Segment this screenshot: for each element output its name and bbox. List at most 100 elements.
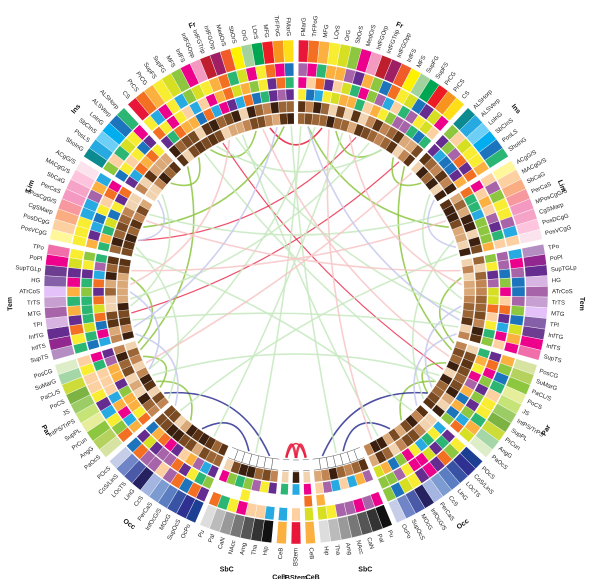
region-color-cell[interactable] — [524, 264, 548, 278]
region-color-cell[interactable] — [290, 521, 302, 545]
connection-edge — [399, 380, 436, 421]
heat-ring-cell — [297, 112, 306, 125]
region-label: PosCG — [33, 368, 54, 380]
region-label: Pal — [376, 533, 384, 543]
region-label: Tha — [333, 544, 341, 556]
edge-layer — [129, 126, 463, 459]
connection-edge — [145, 172, 413, 364]
lobe-separator — [107, 402, 174, 463]
connection-edge — [391, 157, 422, 187]
connection-edge — [142, 355, 168, 388]
region-label: ATrCoS — [552, 289, 573, 295]
region-color-cell[interactable] — [297, 39, 309, 63]
metric-ring-cell — [275, 77, 286, 90]
connection-edge — [307, 126, 449, 228]
lobe-label: Tem — [7, 297, 15, 311]
metric-ring-cell — [511, 286, 526, 297]
region-label: SbOrS — [355, 25, 365, 44]
heat-ring-cell — [475, 287, 488, 297]
lobe-separator — [293, 37, 296, 127]
heat-ring-cell — [304, 113, 313, 125]
region-label: TrTS — [27, 300, 40, 307]
connection-edge — [134, 253, 413, 412]
region-label: Tha — [251, 544, 259, 556]
region-color-cell[interactable] — [272, 40, 285, 64]
heat-ring-cell — [104, 295, 117, 305]
connection-edge — [131, 220, 447, 272]
region-label: Pu — [198, 530, 206, 539]
heat-ring-cell — [475, 295, 488, 305]
connection-edge — [203, 153, 437, 383]
region-label: TrTS — [552, 300, 565, 307]
region-label: HG — [552, 278, 562, 284]
metric-ring-cell — [81, 313, 95, 324]
metric-ring-cell — [68, 314, 83, 327]
connection-edge — [201, 422, 250, 452]
lobe-separator — [47, 238, 134, 259]
heat-ring-cell — [291, 459, 301, 472]
region-label: CaN — [218, 537, 227, 550]
region-color-cell[interactable] — [44, 306, 68, 319]
heat-ring-cell — [271, 113, 281, 126]
connection-edge — [424, 305, 462, 388]
lobe-label: Par — [541, 424, 553, 438]
connection-edge — [170, 157, 201, 187]
region-label: Hip — [322, 546, 329, 556]
region-color-cell[interactable] — [43, 296, 67, 309]
lobe-separator — [437, 158, 513, 206]
metric-ring-cell — [291, 495, 301, 508]
heat-ring-cell — [291, 471, 301, 484]
region-label: SupTS — [30, 354, 49, 364]
lobe-separator — [285, 457, 291, 546]
heat-ring-cell — [474, 271, 487, 281]
lobe-separator — [122, 105, 184, 171]
metric-ring-cell — [284, 76, 295, 89]
metric-ring-cell — [67, 305, 82, 317]
region-color-cell[interactable] — [525, 275, 549, 288]
lobe-separator — [271, 457, 281, 545]
metric-ring-cell — [486, 303, 499, 314]
heat-ring-cell — [269, 101, 280, 114]
heat-ring-cell — [117, 272, 130, 282]
region-label: MTG — [551, 311, 565, 318]
metric-ring-cell — [297, 76, 308, 89]
region-color-cell[interactable] — [525, 286, 549, 298]
lobe-separator — [458, 242, 546, 261]
metric-ring-cell — [93, 303, 106, 314]
metric-ring-cell — [66, 296, 81, 307]
heat-ring-cell — [279, 113, 288, 125]
region-label: BStem — [294, 548, 300, 566]
lobe-separator — [408, 105, 470, 171]
heat-ring-cell — [474, 303, 487, 313]
metric-ring-cell — [510, 305, 525, 317]
connection-edge — [411, 239, 455, 399]
connection-edge — [129, 139, 231, 286]
lobe-separator — [197, 445, 233, 527]
region-label: Pu — [386, 530, 394, 539]
metric-ring-cell — [487, 295, 500, 305]
metric-ring-cell — [67, 267, 82, 279]
region-color-cell[interactable] — [283, 39, 295, 63]
region-color-cell[interactable] — [525, 296, 549, 309]
lobe-separator — [104, 400, 172, 460]
region-color-cell[interactable] — [43, 286, 67, 298]
lobe-label: SbC — [358, 566, 372, 573]
region-label: InfTS — [31, 344, 46, 353]
connection-edge — [342, 422, 391, 452]
region-label: OrG — [239, 30, 247, 43]
connection-edge — [348, 134, 463, 286]
region-color-cell[interactable] — [43, 275, 67, 288]
metric-ring-cell — [291, 483, 301, 496]
lobe-separator — [298, 457, 303, 546]
metric-ring-cell — [487, 287, 500, 297]
heat-ring-cell — [463, 295, 476, 304]
connection-edge — [422, 193, 463, 300]
region-label: CcS — [133, 495, 145, 508]
metric-ring-cell — [66, 286, 81, 297]
region-label: MFS — [416, 55, 427, 69]
lobe-label: Fr — [188, 21, 197, 30]
connection-edge — [139, 166, 195, 351]
connection-edge — [216, 145, 382, 173]
metric-ring-cell — [93, 269, 106, 280]
metric-ring-cell — [314, 77, 326, 91]
